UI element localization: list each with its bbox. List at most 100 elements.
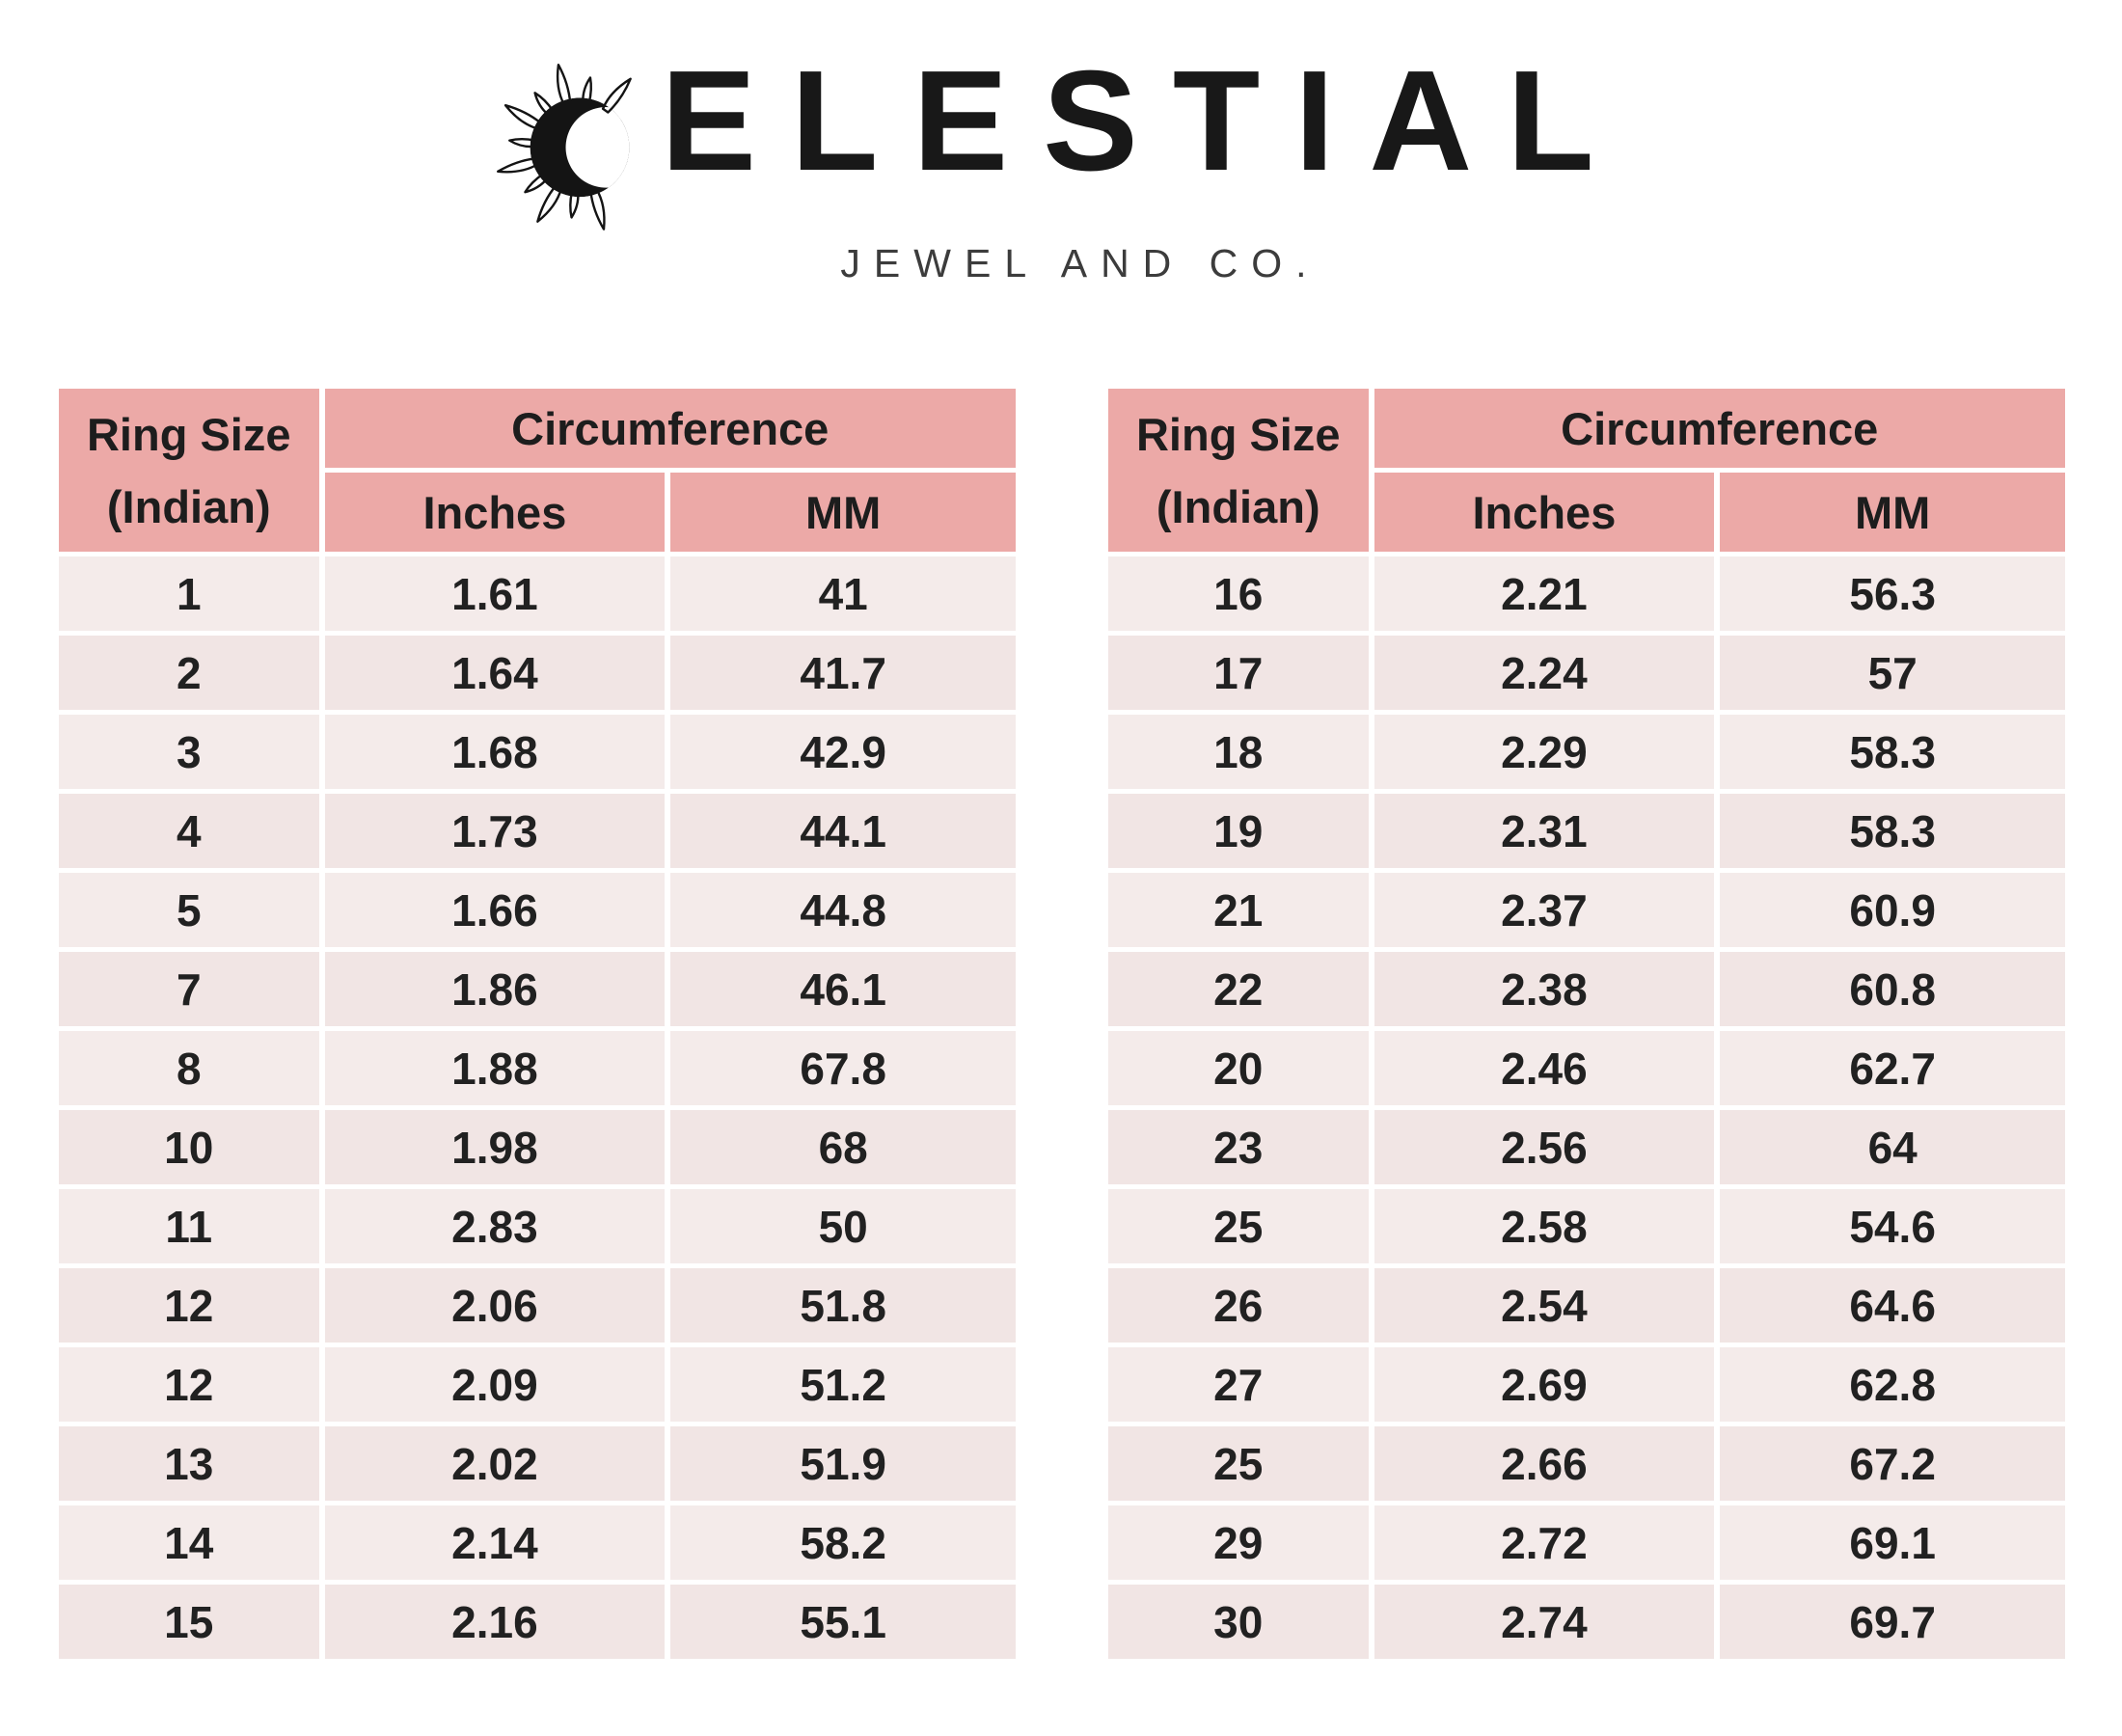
inches-cell: 2.83: [324, 1189, 666, 1263]
table-row: 16 2.21 56.3: [1108, 556, 2065, 631]
mm-cell: 44.8: [670, 873, 1016, 947]
ring-size-cell: 26: [1108, 1268, 1369, 1343]
circumference-header: Circumference: [324, 389, 1016, 468]
ring-size-cell: 4: [59, 794, 319, 868]
inches-cell: 1.68: [324, 715, 666, 789]
ring-size-cell: 12: [59, 1347, 319, 1422]
ring-size-cell: 19: [1108, 794, 1369, 868]
ring-size-cell: 29: [1108, 1505, 1369, 1580]
inches-cell: 2.54: [1374, 1268, 1715, 1343]
table-row: 15 2.16 55.1: [59, 1585, 1016, 1659]
table-row: 14 2.14 58.2: [59, 1505, 1016, 1580]
ring-size-cell: 11: [59, 1189, 319, 1263]
ring-size-cell: 17: [1108, 636, 1369, 710]
inches-cell: 2.66: [1374, 1426, 1715, 1501]
mm-cell: 69.7: [1720, 1585, 2065, 1659]
mm-cell: 64.6: [1720, 1268, 2065, 1343]
mm-cell: 67.2: [1720, 1426, 2065, 1501]
inches-header: Inches: [324, 473, 666, 552]
mm-cell: 64: [1720, 1110, 2065, 1184]
ring-size-cell: 25: [1108, 1189, 1369, 1263]
table-row: 23 2.56 64: [1108, 1110, 2065, 1184]
inches-cell: 2.69: [1374, 1347, 1715, 1422]
mm-cell: 68: [670, 1110, 1016, 1184]
brand-logo: ELESTIAL JEWEL AND CO.: [0, 27, 2122, 286]
mm-cell: 56.3: [1720, 556, 2065, 631]
ring-size-cell: 23: [1108, 1110, 1369, 1184]
mm-cell: 50: [670, 1189, 1016, 1263]
mm-cell: 51.9: [670, 1426, 1016, 1501]
mm-cell: 51.2: [670, 1347, 1016, 1422]
mm-cell: 60.9: [1720, 873, 2065, 947]
mm-header: MM: [670, 473, 1016, 552]
inches-cell: 2.06: [324, 1268, 666, 1343]
inches-cell: 2.74: [1374, 1585, 1715, 1659]
table-row: 30 2.74 69.7: [1108, 1585, 2065, 1659]
ring-size-table-right: Ring Size (Indian) Circumference Inches …: [1102, 384, 2071, 1664]
ring-size-table-left: Ring Size (Indian) Circumference Inches …: [53, 384, 1021, 1664]
ring-size-cell: 3: [59, 715, 319, 789]
mm-cell: 41.7: [670, 636, 1016, 710]
table-row: 26 2.54 64.6: [1108, 1268, 2065, 1343]
inches-cell: 1.73: [324, 794, 666, 868]
table-row: 19 2.31 58.3: [1108, 794, 2065, 868]
inches-cell: 2.72: [1374, 1505, 1715, 1580]
inches-cell: 2.16: [324, 1585, 666, 1659]
mm-cell: 58.3: [1720, 715, 2065, 789]
table-row: 25 2.58 54.6: [1108, 1189, 2065, 1263]
ring-size-cell: 21: [1108, 873, 1369, 947]
ring-size-cell: 15: [59, 1585, 319, 1659]
ring-size-cell: 7: [59, 952, 319, 1026]
ring-size-cell: 27: [1108, 1347, 1369, 1422]
ring-size-cell: 1: [59, 556, 319, 631]
inches-cell: 2.14: [324, 1505, 666, 1580]
inches-cell: 2.02: [324, 1426, 666, 1501]
table-row: 8 1.88 67.8: [59, 1031, 1016, 1105]
mm-cell: 55.1: [670, 1585, 1016, 1659]
table-row: 2 1.64 41.7: [59, 636, 1016, 710]
table-row: 12 2.09 51.2: [59, 1347, 1016, 1422]
ring-size-cell: 14: [59, 1505, 319, 1580]
inches-cell: 2.38: [1374, 952, 1715, 1026]
table-row: 3 1.68 42.9: [59, 715, 1016, 789]
inches-cell: 2.46: [1374, 1031, 1715, 1105]
ring-size-header: Ring Size (Indian): [1108, 389, 1369, 552]
inches-cell: 1.66: [324, 873, 666, 947]
ring-size-header: Ring Size (Indian): [59, 389, 319, 552]
table-body: 1 1.61 41 2 1.64 41.7 3 1.68 42.9 4 1.73: [59, 556, 1016, 1659]
ring-size-header-line2: (Indian): [1156, 480, 1320, 532]
ring-size-cell: 8: [59, 1031, 319, 1105]
mm-cell: 67.8: [670, 1031, 1016, 1105]
ring-size-cell: 2: [59, 636, 319, 710]
ring-size-cell: 20: [1108, 1031, 1369, 1105]
mm-cell: 41: [670, 556, 1016, 631]
table-row: 27 2.69 62.8: [1108, 1347, 2065, 1422]
table-row: 11 2.83 50: [59, 1189, 1016, 1263]
mm-cell: 44.1: [670, 794, 1016, 868]
ring-size-cell: 12: [59, 1268, 319, 1343]
inches-cell: 1.98: [324, 1110, 666, 1184]
table-row: 20 2.46 62.7: [1108, 1031, 2065, 1105]
size-charts: Ring Size (Indian) Circumference Inches …: [53, 384, 2071, 1664]
table-row: 18 2.29 58.3: [1108, 715, 2065, 789]
table-row: 22 2.38 60.8: [1108, 952, 2065, 1026]
mm-cell: 46.1: [670, 952, 1016, 1026]
mm-header: MM: [1720, 473, 2065, 552]
table-row: 1 1.61 41: [59, 556, 1016, 631]
inches-cell: 2.29: [1374, 715, 1715, 789]
ring-size-cell: 30: [1108, 1585, 1369, 1659]
inches-cell: 2.21: [1374, 556, 1715, 631]
inches-cell: 1.64: [324, 636, 666, 710]
ring-size-header-line1: Ring Size: [86, 408, 291, 460]
table-row: 4 1.73 44.1: [59, 794, 1016, 868]
brand-wordmark: ELESTIAL: [493, 27, 1628, 231]
ring-size-cell: 13: [59, 1426, 319, 1501]
table-row: 21 2.37 60.9: [1108, 873, 2065, 947]
mm-cell: 58.2: [670, 1505, 1016, 1580]
ring-size-cell: 16: [1108, 556, 1369, 631]
inches-cell: 2.31: [1374, 794, 1715, 868]
inches-cell: 2.56: [1374, 1110, 1715, 1184]
table-body: 16 2.21 56.3 17 2.24 57 18 2.29 58.3 19 …: [1108, 556, 2065, 1659]
inches-cell: 1.61: [324, 556, 666, 631]
